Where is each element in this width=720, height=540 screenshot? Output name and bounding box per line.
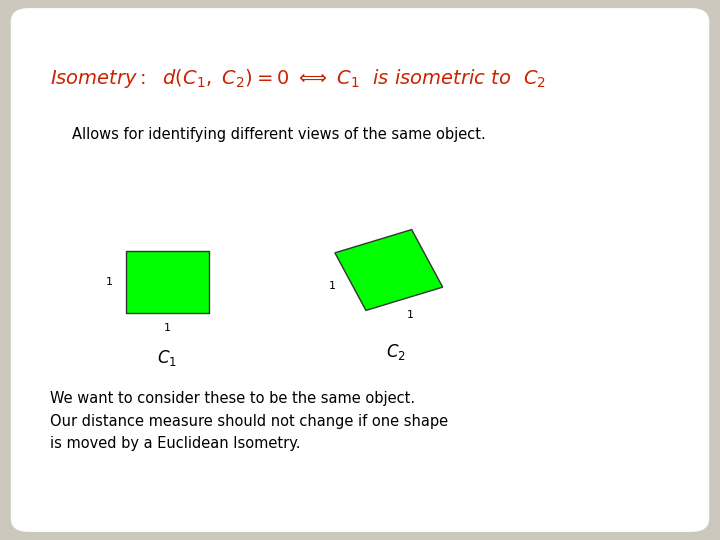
- Text: 1: 1: [407, 310, 414, 320]
- Polygon shape: [335, 230, 443, 310]
- Text: $C_1$: $C_1$: [158, 348, 177, 368]
- Text: 1: 1: [329, 281, 336, 291]
- Text: We want to consider these to be the same object.
Our distance measure should not: We want to consider these to be the same…: [50, 392, 449, 451]
- Text: Allows for identifying different views of the same object.: Allows for identifying different views o…: [72, 127, 486, 142]
- Text: $C_2$: $C_2$: [386, 342, 406, 362]
- Text: $\mathit{Isometry}\mathit{:}$  $\mathit{d}(\mathit{C}_1,\ \mathit{C}_2) = 0$$\ \: $\mathit{Isometry}\mathit{:}$ $\mathit{d…: [50, 68, 546, 91]
- Polygon shape: [126, 251, 209, 313]
- Text: 1: 1: [164, 323, 171, 333]
- Text: 1: 1: [106, 277, 113, 287]
